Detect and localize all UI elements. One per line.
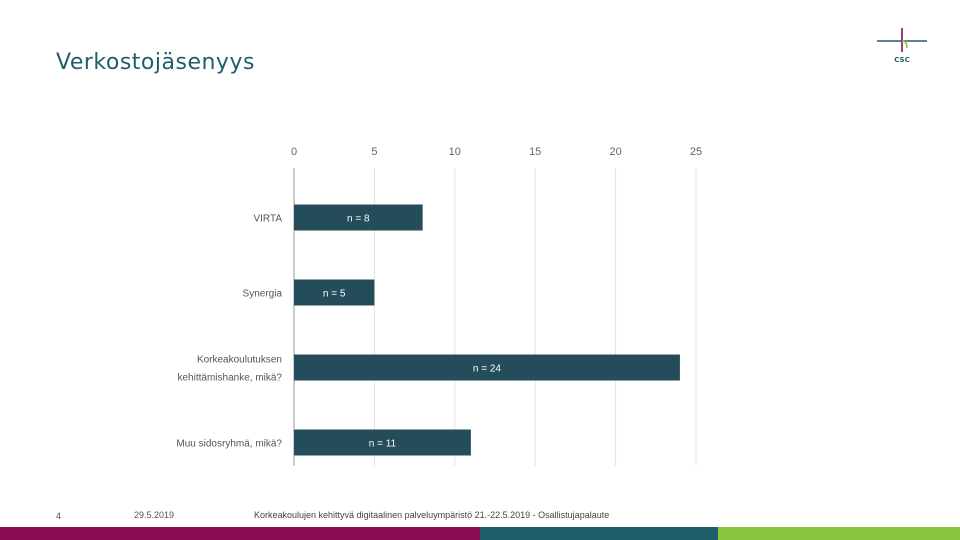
footer-date: 29.5.2019	[134, 510, 175, 520]
page-title: Verkostojäsenyys	[56, 50, 255, 75]
logo-text: CSC	[894, 56, 909, 64]
bar	[294, 204, 423, 231]
data-label: n = 24	[473, 364, 502, 375]
stripe-teal	[480, 527, 718, 540]
category-label: Korkeakoulutuksen	[197, 355, 282, 366]
x-tick-label: 20	[609, 146, 621, 158]
data-label: n = 8	[347, 214, 370, 225]
slide-number: 4	[56, 511, 62, 521]
x-tick-label: 5	[371, 146, 377, 158]
data-label: n = 5	[323, 289, 346, 300]
x-tick-label: 0	[291, 146, 297, 158]
bar	[294, 354, 680, 381]
footer-text: Korkeakoulujen kehittyvä digitaalinen pa…	[254, 510, 610, 520]
stripe-magenta	[0, 527, 480, 540]
category-label: Muu sidosryhmä, mikä?	[176, 439, 282, 450]
x-tick-label: 10	[449, 146, 461, 158]
x-tick-label: 25	[690, 146, 702, 158]
category-label: kehittämishanke, mikä?	[178, 373, 283, 384]
csc-logo-icon: CSC	[877, 28, 927, 64]
bar	[294, 429, 471, 456]
data-label: n = 11	[369, 439, 397, 450]
category-label: Synergia	[243, 289, 283, 300]
bar	[294, 279, 375, 306]
category-label: VIRTA	[253, 214, 282, 225]
stripe-green	[718, 527, 960, 540]
footer-stripes	[0, 527, 960, 540]
x-tick-label: 15	[529, 146, 541, 158]
